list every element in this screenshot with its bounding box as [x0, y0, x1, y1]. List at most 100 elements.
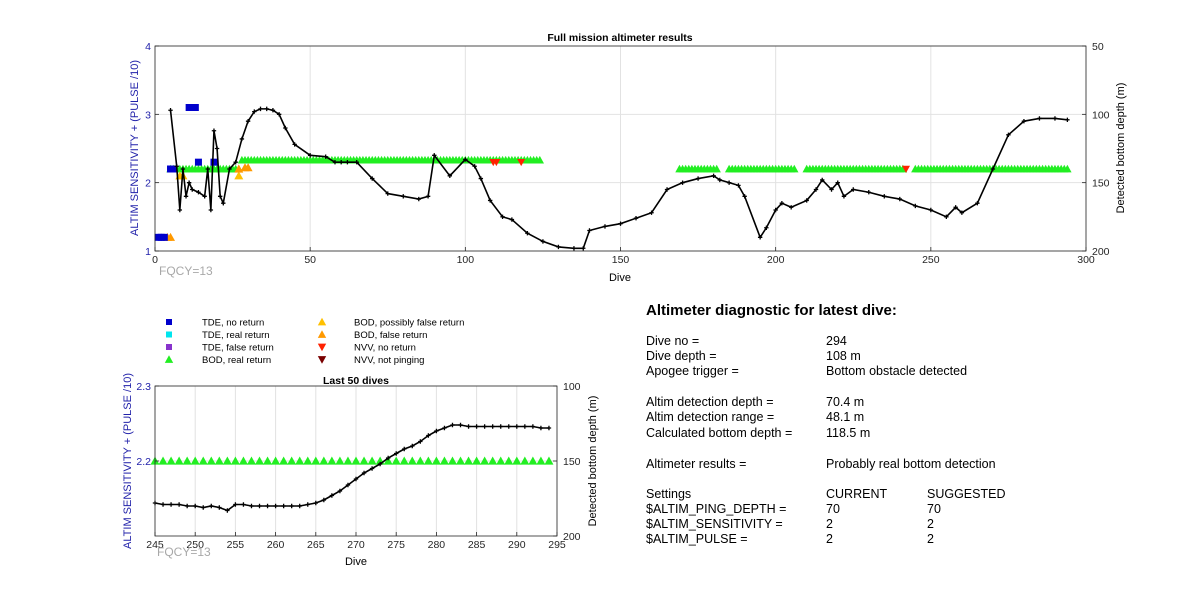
diag-label-dive-depth: Dive depth =: [646, 349, 717, 363]
bottom-bod-real-marker: [480, 456, 490, 465]
top-tde-no-return-marker: [170, 165, 178, 173]
top-depth-point: [757, 235, 763, 240]
bottom-depth-point: [209, 503, 214, 509]
bottom-depth-point: [265, 503, 270, 509]
top-depth-point: [841, 194, 847, 199]
bottom-x-tick-label: 285: [468, 539, 486, 551]
top-depth-point: [602, 224, 608, 229]
legend-triangle-up-marker: [164, 355, 174, 363]
top-depth-point: [913, 203, 918, 209]
bottom-depth-point: [474, 424, 479, 429]
top-depth-point: [804, 198, 809, 203]
top-fqcy-note: FQCY=13: [159, 264, 213, 278]
top-depth-point: [633, 216, 639, 221]
bottom-depth-point: [546, 425, 552, 431]
bottom-x-tick-label: 295: [548, 539, 566, 551]
bottom-depth-point: [530, 424, 536, 429]
bottom-x-tick-label: 270: [347, 539, 365, 551]
top-depth-point: [717, 177, 723, 183]
bottom-fqcy-note: FQCY=13: [157, 545, 211, 559]
top-depth-point: [339, 159, 344, 165]
top-depth-point: [208, 207, 214, 213]
bottom-depth-point: [249, 503, 254, 509]
top-depth-point: [401, 194, 406, 199]
bottom-chart-title: Last 50 dives: [323, 375, 389, 387]
bottom-depth-point: [168, 502, 174, 507]
top-depth-point: [245, 118, 251, 124]
bottom-bod-real-marker: [174, 456, 184, 465]
bottom-bod-real-marker: [544, 456, 554, 465]
bottom-depth-point: [522, 424, 528, 429]
top-depth-point: [990, 166, 996, 172]
bottom-bod-real-marker: [464, 456, 474, 465]
bottom-depth-point: [434, 428, 439, 434]
top-depth-point: [695, 176, 701, 181]
top-depth-point: [227, 166, 232, 172]
top-depth-point: [354, 159, 359, 165]
top-depth-point: [726, 180, 732, 185]
top-y-tick-label: 4: [145, 41, 151, 53]
bottom-marks: [150, 422, 554, 513]
bottom-depth-point: [329, 493, 335, 498]
legend-triangle-down-marker: [317, 343, 327, 352]
legend-entry-label: TDE, false return: [202, 343, 274, 354]
top-depth-point: [509, 217, 515, 222]
full-mission-chart: Full mission altimeter results 0 50 100 150…: [129, 32, 1127, 284]
bottom-bod-real-marker: [512, 456, 522, 465]
bottom-depth-point: [385, 455, 391, 461]
top-depth-point: [1037, 116, 1042, 121]
top-depth-point: [186, 180, 192, 185]
top-depth-point: [177, 207, 183, 213]
bottom-depth-point: [313, 500, 318, 506]
top-x-tick-label: 300: [1077, 254, 1095, 266]
top-depth-point: [239, 136, 245, 142]
top-x-label: Dive: [609, 272, 631, 284]
top-chart-title: Full mission altimeter results: [547, 32, 692, 44]
top-depth-point: [370, 176, 375, 181]
top-depth-point: [813, 187, 819, 192]
top-depth-point: [190, 187, 195, 192]
bottom-depth-point: [402, 446, 407, 452]
top-depth-point: [764, 225, 769, 230]
top-depth-point: [1052, 116, 1058, 121]
top-depth-point: [221, 200, 226, 206]
setting-pulse-name: $ALTIM_PULSE =: [646, 532, 748, 546]
legend-square-marker: [166, 331, 172, 338]
top-y-tick-label: 2: [145, 178, 151, 190]
bottom-bod-real-marker: [447, 456, 457, 465]
top-grid: [154, 45, 1087, 252]
setting-pulse-suggested: 2: [927, 532, 934, 546]
bottom-depth-point: [490, 424, 495, 429]
top-depth-point: [258, 106, 263, 112]
bottom-depth-point: [184, 503, 190, 509]
top-depth-point: [180, 166, 186, 172]
setting-ping-depth-current: 70: [826, 502, 840, 516]
bottom-x-tick-label: 265: [307, 539, 325, 551]
bottom-bod-real-marker: [327, 456, 337, 465]
settings-suggested-header: SUGGESTED: [927, 487, 1006, 501]
top-depth-point: [975, 200, 980, 206]
bottom-y2-label: Detected bottom depth (m): [587, 396, 599, 527]
top-depth-point: [292, 142, 297, 147]
bottom-bod-real-marker: [311, 456, 321, 465]
bottom-bod-real-marker: [263, 456, 273, 465]
bottom-depth-point: [257, 503, 262, 509]
bottom-bod-real-marker: [303, 456, 313, 465]
top-axes: 0 50 100 150 200 250 300 1 2 3 4 50 100 150 200: [145, 41, 1110, 266]
top-y-label: ALTIM SENSITIVITY + (PULSE /10): [129, 60, 141, 236]
diag-value-apogee: Bottom obstacle detected: [826, 364, 968, 378]
bottom-bod-real-marker: [335, 456, 345, 465]
bottom-depth-point: [394, 451, 399, 456]
top-depth-point: [345, 159, 350, 165]
legend-triangle-up-marker: [317, 330, 327, 338]
top-y-tick-label: 1: [145, 246, 151, 258]
top-depth-point: [264, 106, 269, 112]
top-bod-false-marker: [166, 232, 176, 241]
diag-label-dive-no: Dive no =: [646, 334, 700, 348]
bottom-bod-real-marker: [182, 456, 192, 465]
top-nvv-no-return-marker: [902, 165, 911, 173]
top-depth-point: [742, 194, 747, 199]
top-depth-point: [447, 173, 453, 179]
